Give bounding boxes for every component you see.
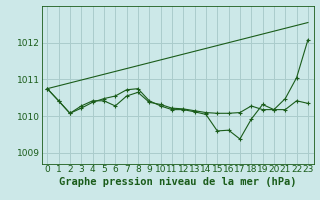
X-axis label: Graphe pression niveau de la mer (hPa): Graphe pression niveau de la mer (hPa) <box>59 177 296 187</box>
